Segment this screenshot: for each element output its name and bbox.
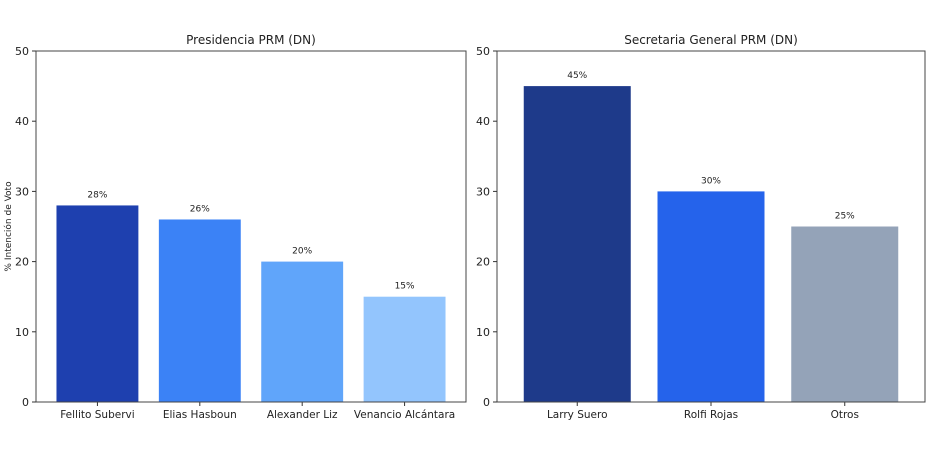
y-tick-label: 10	[15, 326, 29, 339]
bar-alexander-liz	[261, 261, 344, 402]
y-tick-label: 50	[15, 45, 29, 58]
y-tick-label: 0	[22, 396, 29, 409]
y-tick-label: 30	[476, 185, 490, 198]
data-label: 25%	[835, 212, 855, 222]
bar-larry-suero	[523, 86, 631, 402]
x-tick-label: Otros	[831, 409, 859, 421]
chart-1: 45% Larry Suero 30% Rolfi Rojas 25% Otros 0 10 2…	[476, 33, 926, 421]
bar-fellito-subervi	[56, 205, 139, 402]
y-tick-label: 20	[476, 256, 490, 269]
axes-frame	[35, 50, 467, 403]
y-tick-label: 20	[15, 256, 29, 269]
x-tick-label: Alexander Liz	[267, 409, 338, 421]
bar-elias-hasboun	[158, 219, 241, 402]
y-tick-label: 40	[476, 115, 490, 128]
data-label: 45%	[567, 71, 587, 81]
y-tick-label: 0	[483, 396, 490, 409]
data-label: 26%	[190, 204, 210, 214]
y-axis-label: % Intención de Voto	[3, 181, 14, 272]
chart-title: Presidencia PRM (DN)	[186, 33, 316, 47]
bar-venancio-alcántara	[363, 296, 446, 402]
data-label: 15%	[395, 282, 415, 292]
x-tick-label: Fellito Subervi	[60, 409, 134, 421]
y-tick-label: 50	[476, 45, 490, 58]
x-tick-label: Larry Suero	[547, 409, 608, 421]
data-label: 30%	[701, 176, 721, 186]
bar-otros	[791, 226, 899, 402]
x-tick-label: Rolfi Rojas	[684, 409, 738, 421]
chart-0: 28% Fellito Subervi 26% Elias Hasboun 20% Ale…	[3, 33, 467, 421]
bar-rolfi-rojas	[657, 191, 765, 402]
y-tick-label: 30	[15, 185, 29, 198]
y-tick-label: 40	[15, 115, 29, 128]
y-tick-label: 10	[476, 326, 490, 339]
data-label: 20%	[292, 247, 312, 257]
x-tick-label: Venancio Alcántara	[354, 409, 455, 421]
axes-frame	[496, 50, 926, 403]
data-label: 28%	[87, 190, 107, 200]
chart-title: Secretaria General PRM (DN)	[624, 33, 798, 47]
x-tick-label: Elias Hasboun	[163, 409, 237, 421]
